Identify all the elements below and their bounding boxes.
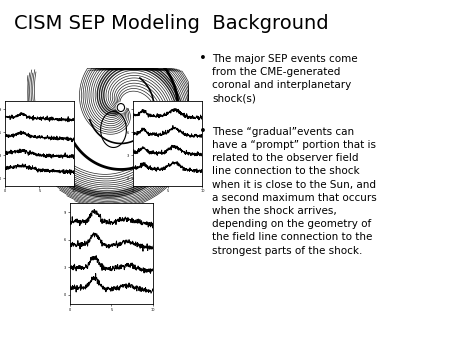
- Text: CISM SEP Modeling  Background: CISM SEP Modeling Background: [14, 14, 328, 32]
- Text: The major SEP events come
from the CME-generated
coronal and interplanetary
shoc: The major SEP events come from the CME-g…: [212, 54, 358, 104]
- Circle shape: [117, 103, 125, 112]
- Text: •: •: [199, 125, 207, 138]
- Text: •: •: [199, 52, 207, 65]
- Text: These “gradual”events can
have a “prompt” portion that is
related to the observe: These “gradual”events can have a “prompt…: [212, 127, 377, 256]
